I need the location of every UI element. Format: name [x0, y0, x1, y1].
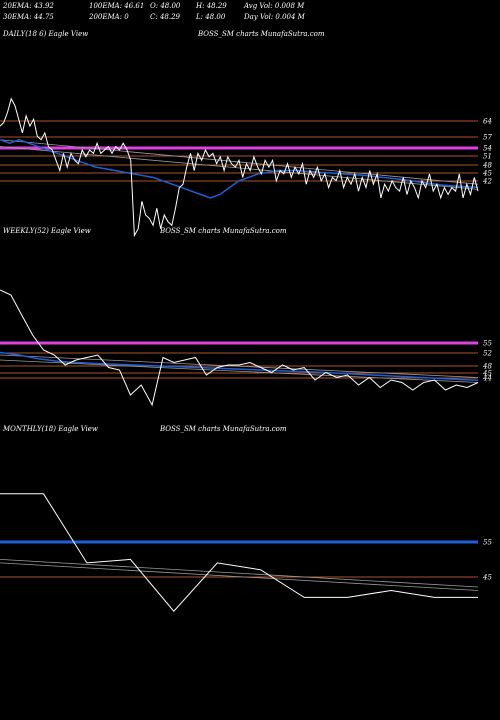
weekly-price-line	[0, 289, 479, 407]
stat-low: L: 48.00	[196, 13, 226, 21]
daily-y-tick-54: 54	[483, 145, 492, 153]
monthly-y-tick-55: 55	[483, 539, 492, 547]
monthly-trend-a-line	[0, 559, 479, 588]
monthly-price-line	[0, 493, 478, 612]
weekly-y-tick-45: 45	[482, 370, 492, 378]
daily-y-tick-45: 45	[482, 170, 492, 178]
weekly-y-tick-48: 48	[482, 363, 492, 371]
daily-panel-source: BOSS_SM charts MunafaSutra.com	[198, 30, 325, 38]
stat-high: H: 48.29	[196, 2, 227, 10]
stat-20ema: 20EMA: 43.92	[3, 2, 54, 10]
monthly-y-tick-45: 45	[482, 574, 492, 582]
weekly-trend-b-line	[0, 359, 479, 383]
daily-trend-b-line	[0, 146, 479, 190]
stat-open: O: 48.00	[150, 2, 181, 10]
weekly-panel-title: WEEKLY(52) Eagle View	[3, 227, 91, 235]
daily-y-tick-57: 57	[483, 134, 492, 142]
stat-day-vol: Day Vol: 0.004 M	[244, 13, 305, 21]
weekly-y-tick-44: 44	[482, 375, 492, 383]
weekly-panel-source: BOSS_SM charts MunafaSutra.com	[160, 227, 287, 235]
daily-price-line	[0, 97, 479, 238]
daily-y-tick-42: 42	[482, 178, 492, 186]
daily-y-tick-48: 48	[482, 162, 492, 170]
daily-y-tick-51: 51	[483, 153, 492, 161]
weekly-y-tick-52: 52	[483, 350, 492, 358]
stat-avg-vol: Avg Vol: 0.008 M	[244, 2, 305, 10]
monthly-panel-title: MONTHLY(18) Eagle View	[3, 425, 98, 433]
weekly-y-tick-55: 55	[483, 340, 492, 348]
weekly-ema-line	[0, 351, 479, 382]
daily-y-tick-64: 64	[483, 118, 492, 126]
monthly-panel-source: BOSS_SM charts MunafaSutra.com	[160, 425, 287, 433]
daily-panel-title: DAILY(18 6) Eagle View	[3, 30, 89, 38]
monthly-trend-b-line	[0, 562, 479, 591]
stat-close: C: 48.29	[150, 13, 180, 21]
daily-ema-line	[0, 138, 479, 199]
stat-100ema: 100EMA: 46.61	[89, 2, 145, 10]
stat-30ema: 30EMA: 44.75	[3, 13, 54, 21]
stat-200ema: 200EMA: 0	[89, 13, 129, 21]
